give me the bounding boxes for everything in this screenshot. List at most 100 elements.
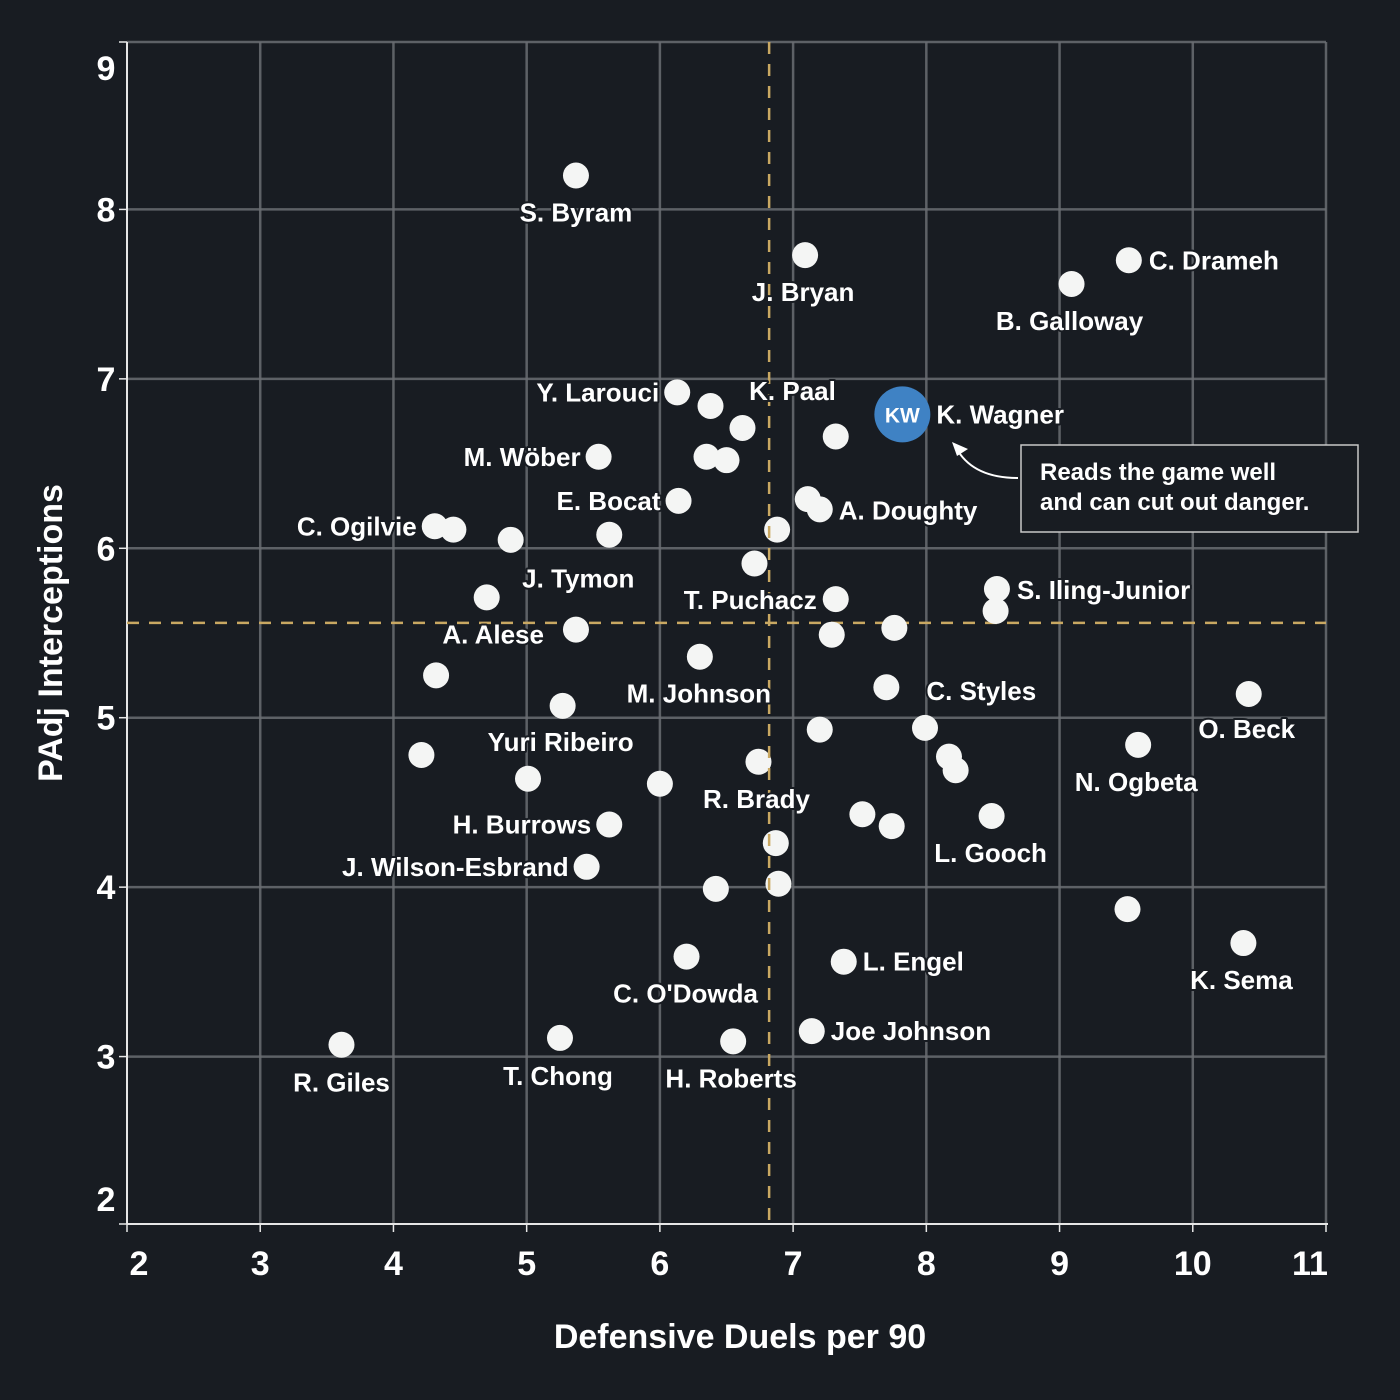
x-tick-label: 6 <box>650 1245 669 1283</box>
data-point <box>729 414 756 441</box>
point-label: L. Engel <box>863 947 964 977</box>
point-label: C. Styles <box>926 676 1036 706</box>
y-tick-label: 5 <box>97 700 116 738</box>
data-point <box>673 943 700 970</box>
data-point <box>878 813 905 840</box>
point-label: A. Alese <box>442 620 544 650</box>
data-point <box>497 526 524 553</box>
y-tick-label: 2 <box>97 1181 116 1219</box>
annotation: Reads the game well and can cut out dang… <box>952 442 1359 533</box>
data-point <box>982 597 1009 624</box>
x-tick-label: 4 <box>384 1245 403 1283</box>
point-label: T. Puchacz <box>684 585 817 615</box>
point-label: Joe Johnson <box>831 1016 991 1046</box>
data-point <box>585 443 612 470</box>
data-point <box>762 830 789 857</box>
data-point <box>798 1018 825 1045</box>
point-label: R. Brady <box>703 784 810 814</box>
data-point <box>1058 270 1085 297</box>
point-label: H. Burrows <box>453 809 592 839</box>
data-point <box>423 662 450 689</box>
y-tick-label: 9 <box>97 50 116 88</box>
point-label: S. Iling-Junior <box>1017 575 1190 605</box>
x-tick-label: 11 <box>1292 1245 1328 1283</box>
point-labels: S. Byram J. Bryan C. Drameh B. Galloway Y. L… <box>291 196 1298 1100</box>
data-point <box>546 1024 573 1051</box>
data-point <box>912 714 939 741</box>
x-tick-label: 9 <box>1050 1245 1069 1283</box>
point-label: R. Giles <box>293 1068 390 1098</box>
data-point <box>822 423 849 450</box>
point-label: C. Drameh <box>1149 245 1279 275</box>
x-axis-title: Defensive Duels per 90 <box>554 1318 926 1356</box>
data-point <box>1115 247 1142 274</box>
data-point <box>983 575 1010 602</box>
y-tick-label: 4 <box>97 869 116 907</box>
point-label: Yuri Ribeiro <box>488 727 634 757</box>
data-point <box>806 716 833 743</box>
data-point <box>697 392 724 419</box>
data-point <box>693 443 720 470</box>
point-label: B. Galloway <box>996 306 1144 336</box>
data-point <box>849 801 876 828</box>
point-label: E. Bocat <box>557 486 661 516</box>
point-label: K. Paal <box>749 376 836 406</box>
point-label: T. Chong <box>503 1061 613 1091</box>
point-label: M. Johnson <box>627 679 771 709</box>
x-tick-label: 2 <box>130 1245 149 1283</box>
data-point <box>562 616 589 643</box>
highlight-initials: KW <box>885 404 920 427</box>
data-points <box>328 162 1262 1058</box>
axes: 2 3 4 5 6 7 8 9 10 11 2 3 4 5 6 7 8 9 <box>97 41 1328 1283</box>
point-label: J. Wilson-Esbrand <box>342 852 569 882</box>
data-point <box>765 870 792 897</box>
data-point <box>1114 896 1141 923</box>
data-point <box>328 1031 355 1058</box>
data-point <box>686 643 713 670</box>
data-point <box>408 741 435 768</box>
x-tick-label: 10 <box>1174 1245 1212 1283</box>
y-axis-title: PAdj Interceptions <box>32 484 70 782</box>
point-label: A. Doughty <box>839 495 978 525</box>
annotation-box <box>1020 444 1359 533</box>
point-label: N. Ogbeta <box>1075 767 1198 797</box>
point-label: J. Tymon <box>522 564 634 594</box>
data-point <box>822 586 849 613</box>
data-point <box>741 550 768 577</box>
y-tick-label: 6 <box>97 530 116 568</box>
point-label: C. O'Dowda <box>613 979 758 1009</box>
data-point <box>664 379 691 406</box>
point-label: J. Bryan <box>752 277 855 307</box>
highlighted-player: KW K. Wagner <box>874 386 1066 443</box>
point-label: H. Roberts <box>665 1063 796 1093</box>
data-point <box>646 770 673 797</box>
data-point <box>1235 680 1262 707</box>
data-point <box>702 875 729 902</box>
data-point <box>473 584 500 611</box>
point-label: Y. Larouci <box>536 377 659 407</box>
highlight-point <box>874 386 931 443</box>
point-label: O. Beck <box>1198 714 1295 744</box>
data-point <box>573 853 600 880</box>
data-point <box>764 516 791 543</box>
point-label: S. Byram <box>520 198 633 228</box>
data-point <box>806 496 833 523</box>
y-tick-label: 7 <box>97 361 116 399</box>
data-point <box>1125 731 1152 758</box>
data-point <box>596 811 623 838</box>
annotation-line-2: and can cut out danger. <box>1040 489 1309 516</box>
data-point <box>562 162 589 189</box>
point-label: L. Gooch <box>934 838 1047 868</box>
data-point <box>942 757 969 784</box>
data-point <box>713 447 740 474</box>
data-point <box>873 674 900 701</box>
annotation-arrow <box>957 450 1019 479</box>
data-point <box>596 521 623 548</box>
x-tick-label: 8 <box>917 1245 936 1283</box>
x-tick-label: 3 <box>251 1245 270 1283</box>
highlight-label: K. Wagner <box>936 399 1064 429</box>
data-point <box>745 748 772 775</box>
annotation-line-1: Reads the game well <box>1040 459 1276 486</box>
